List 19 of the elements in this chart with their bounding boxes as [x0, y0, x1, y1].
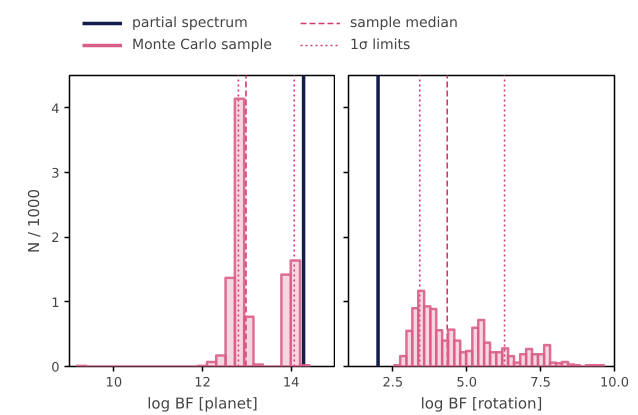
y-tick-label: 1: [51, 296, 60, 311]
legend-label: partial spectrum: [132, 15, 248, 31]
x-tick-label: 5.0: [456, 376, 478, 390]
y-axis-title: N / 1000: [25, 189, 44, 253]
x-axis-title: log BF [planet]: [147, 394, 258, 412]
y-tick-label: 3: [51, 166, 60, 182]
legend-label: sample median: [350, 15, 458, 31]
x-tick-label: 2.5: [382, 376, 404, 390]
y-tick-label: 4: [51, 102, 60, 117]
y-tick-label: 0: [51, 360, 60, 376]
x-tick-label: 7.5: [530, 376, 551, 390]
x-axis-title: log BF [rotation]: [420, 394, 542, 412]
y-tick-label: 2: [51, 231, 60, 246]
x-tick-label: 12: [194, 376, 211, 390]
legend-label: Monte Carlo sample: [132, 37, 272, 53]
legend-label: 1σ limits: [350, 37, 410, 53]
x-tick-label: 10.0: [600, 376, 629, 390]
x-tick-label: 10: [106, 376, 122, 390]
x-tick-label: 14: [282, 376, 300, 390]
